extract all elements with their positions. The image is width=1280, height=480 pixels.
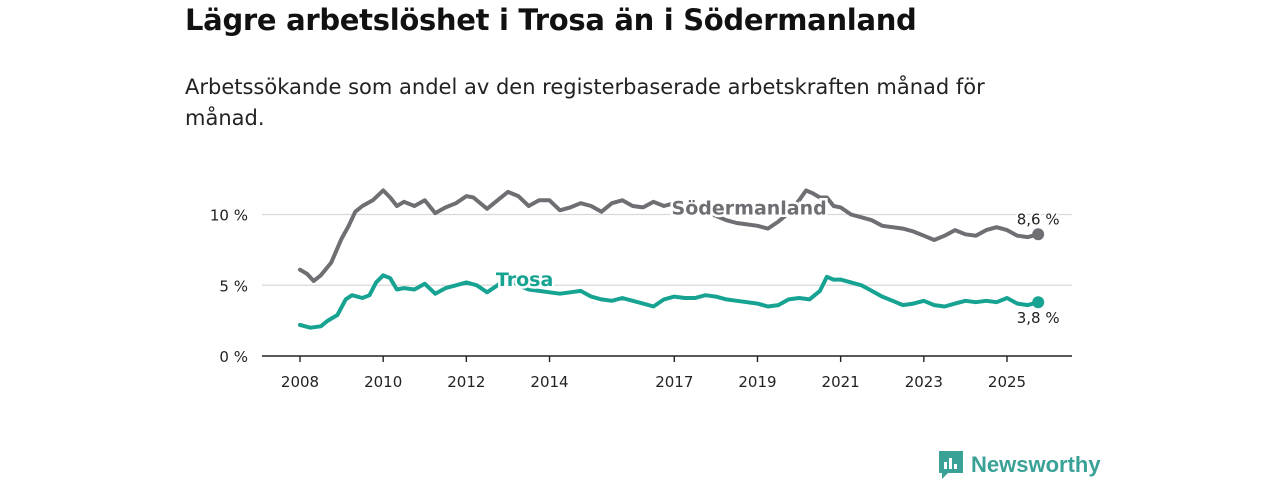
x-tick-label: 2023 (905, 373, 943, 391)
grid-lines (262, 213, 1072, 286)
x-tick-label: 2008 (281, 373, 319, 391)
x-axis: 2008 2010 2012 2014 2017 2019 2021 2023 2025 (262, 355, 1072, 391)
series-line-trosa (298, 273, 1041, 330)
series-group (298, 188, 1045, 330)
series-label-s-dermanland: Södermanland (672, 198, 827, 220)
end-value-label-trosa: 3,8 % (1017, 309, 1060, 327)
x-tick-label: 2014 (530, 373, 568, 391)
x-tick-label: 2025 (988, 373, 1026, 391)
x-tick-label: 2021 (822, 373, 860, 391)
chart-title: Lägre arbetslöshet i Trosa än i Söderman… (185, 3, 917, 37)
end-point-s-dermanland (1032, 228, 1045, 241)
y-axis-ticks: 0 % 5 % 10 % (210, 207, 248, 367)
y-tick-label: 0 % (219, 348, 248, 366)
series-labels: Södermanland 8,6 % Trosa 3,8 % (493, 195, 1061, 329)
newsworthy-chart-icon (939, 451, 963, 479)
end-point-trosa (1032, 296, 1045, 309)
series-label-trosa: Trosa (496, 269, 553, 291)
brand-name: Newsworthy (971, 452, 1101, 477)
chart-subtitle: Arbetssökande som andel av den registerb… (185, 75, 985, 130)
y-tick-label: 10 % (210, 207, 248, 225)
end-value-label-s-dermanland: 8,6 % (1017, 210, 1060, 228)
y-tick-label: 5 % (219, 277, 248, 295)
newsworthy-logo[interactable]: Newsworthy (938, 450, 1101, 480)
x-tick-label: 2010 (364, 373, 402, 391)
x-tick-label: 2019 (738, 373, 776, 391)
x-tick-label: 2017 (655, 373, 693, 391)
x-tick-label: 2012 (447, 373, 485, 391)
series-line-s-dermanland (298, 188, 1041, 283)
